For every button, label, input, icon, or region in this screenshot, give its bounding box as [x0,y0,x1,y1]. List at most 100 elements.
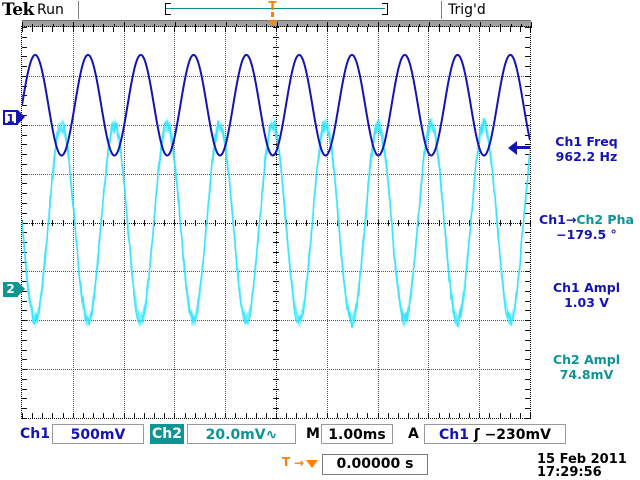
graticule-subtick [273,154,279,155]
channel-1-marker[interactable]: 1 [3,110,18,126]
ruler-tick [22,22,23,28]
graticule-edge-tick [530,27,531,32]
measurement-ch2-ampl[interactable]: Ch2 Ampl 74.8mV [533,352,640,382]
graticule-edge-tick [134,27,135,32]
graticule-edge-tick [266,413,267,418]
measurement-ch1-freq[interactable]: Ch1 Freq 962.2 Hz [533,134,640,164]
graticule-edge-tick [32,27,33,32]
graticule-subtick [273,193,279,194]
graticule-edge-tick [357,413,358,418]
trigger-position-value[interactable]: 0.00000 s [322,454,428,475]
graticule-subtick [164,220,165,226]
trigger-ab-label[interactable]: A [408,426,419,442]
graticule-edge-tick [235,413,236,418]
graticule-subtick [273,105,279,106]
graticule-subtick [273,418,279,419]
graticule-edge-tick [525,398,530,399]
ruler-tick [480,22,481,28]
trigger-pos-t-icon: T [282,455,291,469]
graticule-edge-tick [22,154,27,155]
graticule-edge-tick [469,413,470,418]
graticule-edge-tick [388,413,389,418]
graticule-edge-tick [164,27,165,32]
graticule-edge-tick [22,398,27,399]
graticule-subtick [347,220,348,226]
measurement-ch1-ch2-phase[interactable]: Ch1→Ch2 Pha −179.5 ° [533,212,640,242]
graticule-subtick [273,115,279,116]
graticule-subtick [273,252,279,253]
graticule-edge-tick [22,125,27,126]
graticule-edge-tick [124,27,125,32]
graticule-subtick [103,220,104,226]
graticule-subtick [273,183,279,184]
graticule-edge-tick [520,27,521,32]
graticule-edge-tick [22,359,27,360]
graticule-edge-tick [32,413,33,418]
measurement-ch1-ampl[interactable]: Ch1 Ampl 1.03 V [533,280,640,310]
trigger-settings[interactable]: Ch1 ʃ −230mV [424,424,566,444]
graticule-subtick [479,220,480,226]
bottom-status-bar: T → 0.00000 s 15 Feb 2011 17:29:56 [0,452,640,480]
trigger-position-marker-top[interactable]: T [268,0,277,13]
graticule-edge-tick [439,27,440,32]
graticule-edge-tick [525,281,530,282]
measurement-panel: Ch1 Freq 962.2 Hz Ch1→Ch2 Pha −179.5 ° C… [533,27,640,418]
graticule-subtick [273,56,279,57]
measurement-value: 962.2 Hz [555,149,618,164]
timebase-value[interactable]: 1.00ms [321,424,393,444]
trigger-level-arrow-tail [517,146,530,149]
graticule-edge-tick [22,413,23,418]
graticule-edge-tick [525,56,530,57]
graticule-edge-tick [154,27,155,32]
ch1-vertical-scale[interactable]: 500mV [52,424,144,444]
graticule-subtick [83,220,84,226]
time-display: 17:29:56 [537,465,602,480]
graticule-edge-tick [22,379,27,380]
graticule-edge-tick [337,27,338,32]
ruler-tick [226,22,227,28]
graticule-edge-tick [195,27,196,32]
trigger-level-arrow[interactable] [508,141,517,155]
ch2-setting-label[interactable]: Ch2 [150,424,184,444]
graticule-edge-tick [185,413,186,418]
graticule-edge-tick [52,27,53,32]
graticule-edge-tick [378,27,379,32]
graticule-edge-tick [93,27,94,32]
graticule-subtick [520,220,521,226]
graticule-edge-tick [256,413,257,418]
graticule-subtick [459,220,460,226]
graticule-subtick [273,76,279,77]
channel-2-marker[interactable]: 2 [3,282,18,297]
graticule-subtick [246,220,247,226]
graticule-subtick [337,220,338,226]
graticule-edge-tick [525,27,530,28]
ruler-tick [277,22,278,28]
graticule-edge-tick [525,193,530,194]
graticule-edge-tick [42,27,43,32]
graticule-edge-tick [22,418,27,419]
divider [78,1,79,19]
trigger-source: Ch1 [439,427,470,443]
phase-label-ch2: Ch2 Pha [576,212,634,227]
acquisition-state[interactable]: Run [37,2,64,18]
graticule-edge-tick [459,413,460,418]
waveform-graticule[interactable] [22,27,531,419]
ch2-vertical-scale[interactable]: 20.0mV∿ [187,424,296,444]
graticule-edge-tick [500,413,501,418]
graticule-edge-tick [134,413,135,418]
ch1-setting-label[interactable]: Ch1 [20,426,50,442]
graticule-edge-tick [63,27,64,32]
graticule-subtick [418,220,419,226]
graticule-subtick [273,223,279,224]
waveform-trace-ch2 [22,117,530,326]
graticule-subtick [317,220,318,226]
trigger-position-marker-bottom[interactable]: T [268,18,277,32]
graticule-subtick [273,174,279,175]
graticule-edge-tick [22,350,27,351]
graticule-edge-tick [124,413,125,418]
graticule-subtick [327,220,328,226]
graticule-edge-tick [306,27,307,32]
graticule-subtick [174,220,175,226]
graticule-subtick [273,37,279,38]
chevron-down-icon [306,460,318,468]
